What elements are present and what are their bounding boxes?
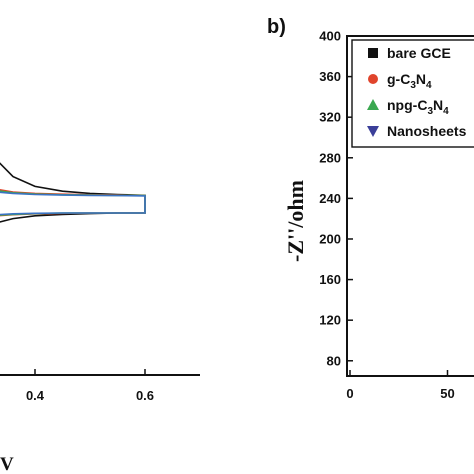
panel-b-x-ticks: 050100 [346,370,455,401]
panel-b-plot-frame [346,35,474,377]
panel-a-x-axis-label: V [0,454,14,474]
legend-entry: bare GCE [387,45,451,61]
panel-b-x-tick-label: 0 [346,386,353,401]
panel-b-y-tick-label: 280 [319,150,341,165]
panel-b-y-tick-label: 360 [319,69,341,84]
legend-marker [367,126,379,137]
panel-b-y-tick-label: 160 [319,272,341,287]
legend-marker [368,74,378,84]
panel-a-x-tick-label: 0.4 [26,388,45,403]
legend-entry: g-C3N4 [387,71,432,91]
cv-panel: 0.4 0.6 V [0,162,200,474]
panel-b-y-tick-label: 400 [319,29,341,44]
legend-marker [368,48,378,58]
panel-b-y-tick-label: 240 [319,191,341,206]
panel-label-b: b) [267,16,286,38]
panel-b-y-tick-label: 320 [319,110,341,125]
panel-b-x-tick-label: 50 [440,386,454,401]
panel-b-y-axis-label: -Z''/ohm [283,180,308,262]
legend-marker [367,99,379,110]
cv-curve-4 [0,191,146,216]
cv-curves [0,162,146,223]
panel-b-y-ticks: 80 120 160 200 240 280 320 360 400 [319,29,353,368]
legend-entry: Nanosheets [387,123,467,139]
panel-b-y-tick-label: 80 [327,353,341,368]
panel-b-y-tick-label: 200 [319,231,341,246]
panel-b-y-tick-label: 120 [319,313,341,328]
legend: bare GCE g-C3N4 npg-C3N4 Nanosheets [351,39,474,148]
legend-entry: npg-C3N4 [387,97,449,117]
panel-a-x-ticks: 0.4 0.6 [26,369,154,403]
panel-a-x-tick-label: 0.6 [136,388,154,403]
